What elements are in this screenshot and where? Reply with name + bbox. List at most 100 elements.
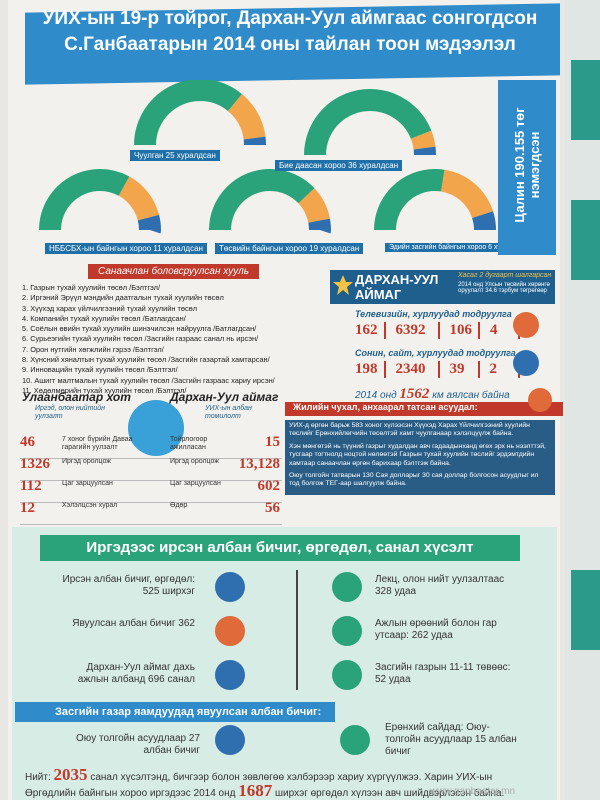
- donut-caption: Бие даасан хороо 36 хуралдсан: [275, 160, 403, 171]
- donut-caption: Эдийн засгийн байнгын хороо 6 хуралдсан: [385, 243, 533, 252]
- stat-number: 6392: [396, 322, 440, 339]
- meetings-head: УИХ-ын албан томилолт: [205, 405, 252, 421]
- meeting-number: 12: [20, 500, 35, 516]
- law-item: 10. Ашигт малтмалын тухай хуулийн төсөл …: [22, 375, 275, 385]
- letter-item: Засгийн газрын 11-11 төвөөс: 52 удаа: [375, 662, 511, 685]
- meeting-number: 112: [20, 478, 42, 494]
- star-icon: [333, 275, 353, 295]
- meeting-row: 112 Цаг зарцуулсан Цаг зарцуулсан 602: [20, 476, 282, 503]
- press-numbers: 198 2340 39 2: [355, 361, 520, 378]
- stat-number: 39: [450, 361, 480, 378]
- stat-number: 198: [355, 361, 386, 378]
- meeting-number: 56: [265, 500, 280, 516]
- title-line: УИХ-ын 19-р тойрог, Дархан-Уул аймгаас с…: [42, 8, 538, 29]
- footer-total: 2035: [53, 765, 88, 784]
- law-item: 6. Сурьеэгийн тухай хуулийн төсөл /Засги…: [22, 334, 259, 344]
- issues-box: УИХ-д өргөн барьж 583 хоног хүлээсэн Хүү…: [285, 420, 555, 495]
- law-item: 3. Хүүхэд харах үйлчилгээний тухай хуули…: [22, 303, 198, 313]
- tv-numbers: 162 6392 106 4: [355, 322, 520, 339]
- meeting-number: 15: [265, 434, 280, 450]
- aimag-banner: ДАРХАН-УУЛ АЙМАГ Хасаг 2 дугаарт шалгарс…: [330, 270, 555, 304]
- stat-number: 162: [355, 322, 386, 339]
- meeting-label: Иргэд оролцож: [62, 458, 111, 465]
- divider: [296, 570, 298, 690]
- meeting-row: 12 Хэлэлцсэн хурал Өдөр 56: [20, 498, 282, 525]
- travel-km: 1562: [399, 386, 430, 402]
- donut: [304, 89, 436, 156]
- letter-icon: [215, 572, 245, 602]
- gov-icon: [215, 725, 245, 755]
- aimag-title: ДАРХАН-УУЛ АЙМАГ: [355, 272, 439, 302]
- letter-item: Дархан-Уул аймаг дахь ажлын албанд 696 с…: [77, 662, 195, 685]
- meetings-title: Дархан-Уул аймаг: [170, 390, 279, 404]
- donut: [209, 169, 331, 231]
- phone-icon: [513, 350, 539, 376]
- meeting-number: 602: [257, 478, 281, 494]
- law-item: 9. Инновацийн тухай хуулийн төсөл /Бэлтг…: [22, 365, 178, 375]
- issues-heading: Жилийн чухал, анхаарал татсан асуудал:: [285, 402, 563, 416]
- meeting-label: Тойрлогоор ажилласан: [170, 436, 208, 452]
- travel-text: 2014 онд: [355, 390, 397, 401]
- camera-icon: [513, 312, 539, 338]
- law-item: 11. Хөдөлмөрийн тухай хуулийн төсөл /Бэл…: [22, 385, 187, 395]
- law-item: 5. Соёлын өвийн тухай хуулийн шинэчилсэн…: [22, 324, 257, 334]
- donut-caption: НББСБХ-ын байнгын хороо 11 хуралдсан: [45, 243, 207, 254]
- issue-text: Хэн мөнгөтэй нь түүний газрыг худалдан а…: [289, 442, 546, 467]
- letter-icon: [332, 616, 362, 646]
- footer-total: 1687: [238, 781, 273, 800]
- travel-text: км аялсан байна: [432, 390, 510, 401]
- aimag-note: 2014 онд Улсын төсвийн хөрөнгө оруулалт …: [458, 282, 550, 294]
- meeting-row: 46 7 хоног бүрийн Даваа гарагийн уулзалт Т…: [20, 432, 282, 459]
- footer: Нийт: 2035 санал хүсэлтэнд, бичгээр боло…: [25, 765, 545, 800]
- laws-heading: Санаачлан боловсруулсан хууль: [88, 264, 260, 279]
- title-line: С.Ганбаатарын 2014 оны тайлан тоон мэдээ…: [64, 34, 516, 55]
- letter-icon: [332, 572, 362, 602]
- law-item: 1. Газрын тухай хуулийн төсөл /Бэлтгэл/: [22, 283, 161, 292]
- letter-item: Лекц, олон нийт уулзалтаас 328 удаа: [375, 574, 505, 597]
- meetings-head: Иргэд, олон нийтийн уулзалт: [35, 405, 106, 421]
- law-item: 8. Хүнсний хяналтын тухай хуулийн төсөл …: [22, 355, 270, 365]
- donut: [374, 169, 496, 231]
- tv-heading: Телевизийн, хурлуудад тодруулга: [355, 309, 512, 319]
- press-heading: Сонин, сайт, хурлуудад тодруулга: [355, 348, 516, 358]
- meeting-label: 7 хоног бүрийн Даваа гарагийн уулзалт: [62, 436, 133, 452]
- donut: [39, 169, 161, 231]
- letters-heading: Иргэдээс ирсэн албан бичиг, өргөдөл, сан…: [40, 535, 520, 561]
- meeting-number: 13,128: [238, 456, 280, 472]
- footer-text: санал хүсэлтэнд, бичгээр болон зөвлөгөө …: [25, 772, 493, 799]
- meeting-row: 1326 Иргэд оролцож Иргэд оролцож 13,128: [20, 454, 282, 481]
- meeting-label: Өдөр: [170, 502, 188, 509]
- gov-item: Оюу толгойн асуудлаар 27 албан бичиг: [75, 733, 200, 756]
- letter-icon: [215, 660, 245, 690]
- meeting-label: Цаг зарцуулсан: [170, 480, 221, 487]
- law-item: 2. Иргэний Эрүүл мэндийн даатгалын тухай…: [22, 293, 224, 303]
- source: www.ganbaatar.mn: [430, 786, 516, 797]
- side-block: [571, 570, 600, 650]
- donut: [134, 80, 266, 146]
- gov-heading: Засгийн газар яамдуудад явуулсан албан б…: [15, 702, 335, 722]
- salary-text: Цалин 190.155 төг нэмэгдсэн: [512, 107, 542, 223]
- meetings-title: Улаанбаатар хот: [22, 390, 131, 404]
- donut-area: [39, 80, 496, 231]
- donut: [374, 169, 496, 231]
- footer-text: ширхэг өргөдөл хүлээн авч шийдвэрлэсэн б…: [275, 788, 505, 799]
- letters-panel: [12, 527, 557, 800]
- header-title: УИХ-ын 19-р тойрог, Дархан-Уул аймгаас с…: [30, 6, 550, 58]
- letter-item: Ирсэн албан бичиг, өргөдөл: 525 ширхэг: [62, 574, 195, 597]
- issue-text: УИХ-д өргөн барьж 583 хоног хүлээсэн Хүү…: [289, 422, 530, 438]
- donut: [39, 169, 161, 231]
- donut: [209, 169, 331, 231]
- donut: [134, 80, 266, 146]
- stat-number: 2340: [396, 361, 440, 378]
- issues-icon: [528, 388, 552, 412]
- people-icon: [128, 400, 184, 456]
- travel: 2014 онд 1562 км аялсан байна: [355, 386, 510, 403]
- gov-icon: [340, 725, 370, 755]
- meeting-label: Хэлэлцсэн хурал: [62, 502, 118, 509]
- letter-item: Ажлын өрөөний болон гар утсаар: 262 удаа: [375, 618, 497, 641]
- stat-number: 106: [450, 322, 480, 339]
- issue-text: Оюу толгойн татварын 130 Сая долларыг 30…: [289, 472, 539, 488]
- meeting-number: 46: [20, 434, 35, 450]
- gov-item: Ерөнхий сайдад: Оюу- толгойн асуудлаар 1…: [385, 722, 517, 757]
